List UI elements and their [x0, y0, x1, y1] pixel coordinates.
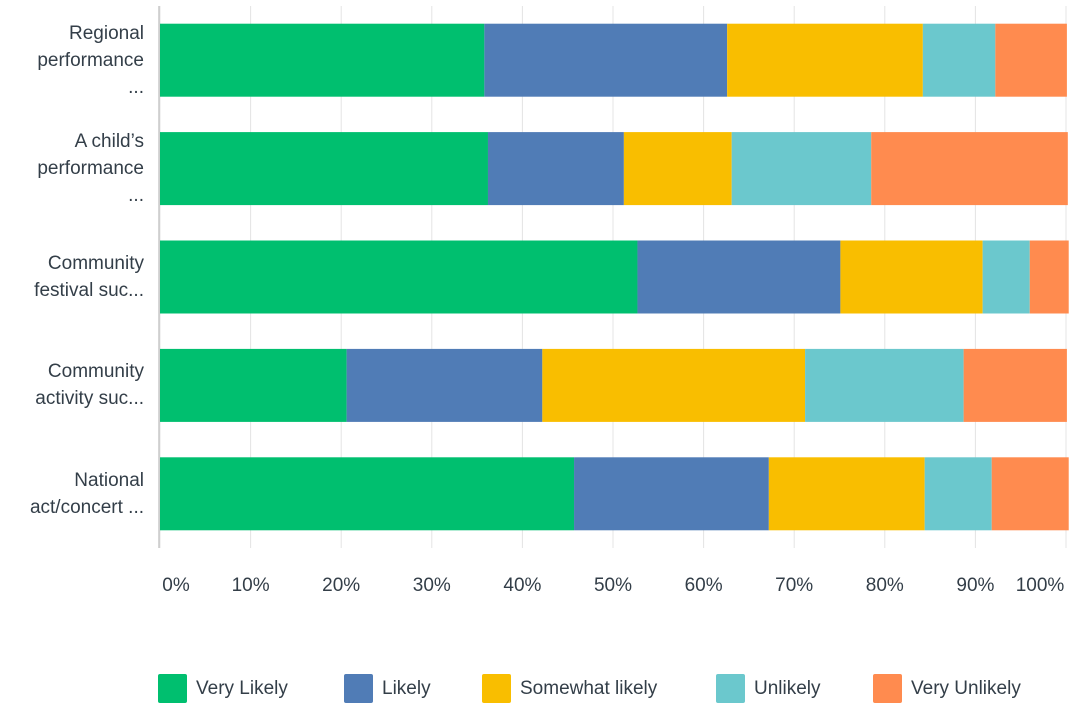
category-label-line: A child’s	[74, 131, 144, 153]
legend-swatch	[716, 674, 745, 703]
x-tick-label: 60%	[684, 575, 723, 596]
bar-segment	[487, 132, 624, 206]
bar-segment	[484, 23, 728, 97]
bar-segment	[542, 348, 806, 422]
category-label-line: Regional	[69, 22, 144, 44]
bar-segment	[995, 23, 1067, 97]
bar-segment	[922, 23, 996, 97]
legend-item: Likely	[344, 674, 431, 703]
category-label-line: National	[74, 469, 144, 491]
bar-segment	[160, 132, 488, 206]
bar-segment	[924, 457, 992, 531]
legend-item: Unlikely	[716, 674, 821, 703]
bar-segment	[768, 457, 925, 531]
bar-segment	[160, 457, 575, 531]
legend-swatch	[873, 674, 902, 703]
x-tick-label: 20%	[322, 575, 361, 596]
category-label: Community activity suc...	[0, 358, 144, 412]
bar-segment	[160, 240, 638, 314]
x-tick-label: 30%	[412, 575, 451, 596]
category-label-line: act/concert ...	[29, 496, 144, 518]
x-tick-label: 50%	[593, 575, 633, 596]
legend: Very Likely Likely Somewhat likely Unlikely…	[0, 674, 1070, 708]
category-label: A child’s performance...	[0, 128, 144, 209]
category-label-line: performance	[37, 49, 144, 71]
bar-segment	[623, 132, 732, 206]
x-tick-label: 100%	[1015, 575, 1065, 596]
bar-segment	[982, 240, 1030, 314]
category-label: Community festival suc...	[0, 250, 144, 304]
legend-label: Very Likely	[196, 677, 288, 699]
bar-segment	[840, 240, 983, 314]
category-label-line: Community	[47, 361, 144, 383]
bar-segment	[727, 23, 923, 97]
legend-swatch	[158, 674, 187, 703]
category-label-line: ...	[128, 185, 144, 207]
category-label-line: Community	[47, 253, 144, 274]
bar-segment	[637, 240, 841, 314]
category-label: Regional performance...	[0, 20, 144, 101]
x-tick-label: 80%	[865, 575, 904, 596]
legend-item: Somewhat likely	[482, 674, 657, 703]
bar-segment	[160, 348, 347, 422]
bar-segment	[963, 348, 1067, 422]
legend-label: Unlikely	[754, 677, 821, 699]
bar-segment	[346, 348, 543, 422]
bar-segment	[805, 348, 964, 422]
legend-swatch	[344, 674, 373, 703]
legend-item: Very Likely	[158, 674, 288, 703]
x-tick-label: 70%	[775, 575, 814, 596]
bar-segment	[871, 132, 1068, 206]
bar-segment	[574, 457, 769, 531]
category-label-line: activity suc...	[35, 388, 144, 410]
category-label-line: performance	[37, 158, 144, 180]
category-label-line: ...	[128, 76, 144, 98]
legend-swatch	[482, 674, 511, 703]
x-tick-label: 10%	[231, 575, 270, 596]
bars	[160, 23, 1069, 531]
bar-segment	[731, 132, 872, 206]
x-tick-label: 90%	[956, 575, 995, 596]
category-label-line: festival suc...	[34, 280, 144, 301]
legend-item: Very Unlikely	[873, 674, 1021, 703]
bar-segment	[160, 23, 485, 97]
legend-label: Likely	[382, 677, 431, 699]
category-label: National act/concert ...	[0, 467, 144, 521]
x-tick-label: 40%	[503, 575, 542, 596]
legend-label: Very Unlikely	[911, 677, 1021, 699]
bar-segment	[1029, 240, 1069, 314]
legend-label: Somewhat likely	[520, 677, 658, 699]
x-tick-label: 0%	[162, 575, 190, 596]
bar-segment	[991, 457, 1069, 531]
